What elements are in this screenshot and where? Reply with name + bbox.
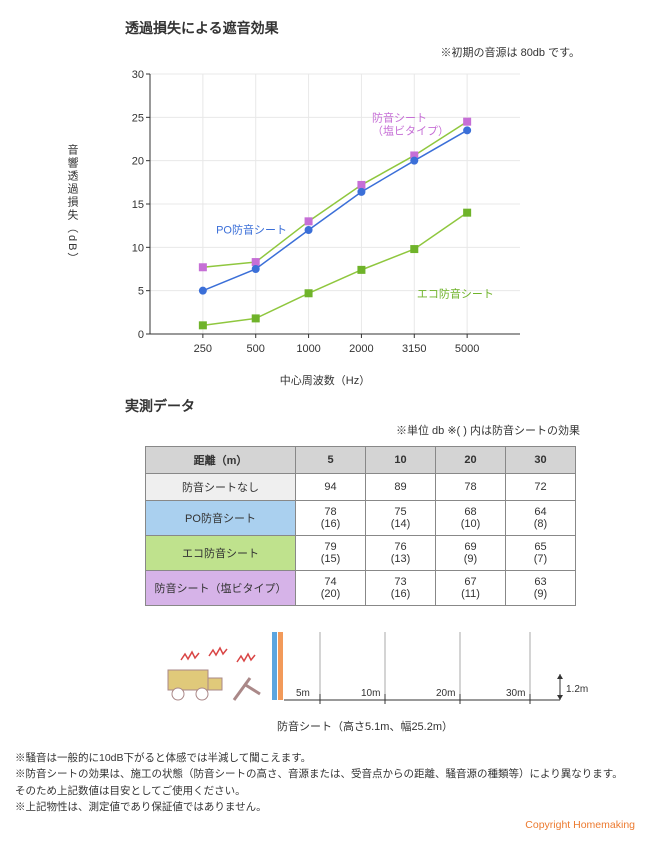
measurement-table-wrap: 距離（m）5102030防音シートなし94897872PO防音シート78(16)… <box>145 446 635 606</box>
chart-note: ※初期の音源は 80db です。 <box>15 44 580 60</box>
diagram-svg: 5m 10m 20m 30m 1.2m <box>160 622 600 712</box>
table-section-title: 実測データ <box>125 396 635 416</box>
chart-svg: 0 5 10 15 20 25 30 250 500 1000 2000 3150 5000 防音シート（… <box>110 64 540 364</box>
table-note: ※単位 db ※( ) 内は防音シートの効果 <box>15 422 580 438</box>
svg-text:30m: 30m <box>506 688 525 699</box>
svg-text:防音シート: 防音シート <box>372 111 427 125</box>
footnote-line: そのため上記数値は目安としてご使用ください。 <box>15 783 635 799</box>
svg-text:PO防音シート: PO防音シート <box>216 222 287 236</box>
svg-text:500: 500 <box>247 343 265 355</box>
svg-text:2000: 2000 <box>349 343 373 355</box>
table-row: 防音シート（塩ビタイプ）74(20)73(16)67(11)63(9) <box>146 571 576 606</box>
svg-text:5: 5 <box>138 286 144 298</box>
table-row: 防音シートなし94897872 <box>146 474 576 501</box>
diagram-caption: 防音シート（高さ5.1m、幅25.2m） <box>95 718 635 734</box>
footnote-line: ※防音シートの効果は、施工の状態（防音シートの高さ、音源または、受音点からの距離… <box>15 766 635 782</box>
chart-ylabel: 音響透過損失（dB） <box>64 144 80 265</box>
svg-text:15: 15 <box>132 199 144 211</box>
footnotes: ※騒音は一般的に10dB下がると体感では半減して聞こえます。※防音シートの効果は… <box>15 750 635 815</box>
footnote-line: ※騒音は一般的に10dB下がると体感では半減して聞こえます。 <box>15 750 635 766</box>
copyright: Copyright Homemaking <box>15 819 635 831</box>
svg-text:0: 0 <box>138 329 144 341</box>
table-row: PO防音シート78(16)75(14)68(10)64(8) <box>146 501 576 536</box>
svg-text:3150: 3150 <box>402 343 426 355</box>
svg-text:10: 10 <box>132 242 144 254</box>
svg-text:25: 25 <box>132 112 144 124</box>
svg-text:30: 30 <box>132 69 144 81</box>
svg-text:10m: 10m <box>361 688 380 699</box>
setup-diagram: 5m 10m 20m 30m 1.2m <box>160 622 600 712</box>
table-header-row: 距離（m）5102030 <box>146 447 576 474</box>
svg-text:20: 20 <box>132 156 144 168</box>
chart-xlabel: 中心周波数（Hz） <box>15 372 635 388</box>
table-row: エコ防音シート79(15)76(13)69(9)65(7) <box>146 536 576 571</box>
svg-text:エコ防音シート: エコ防音シート <box>417 287 494 301</box>
svg-text:5m: 5m <box>296 688 310 699</box>
svg-text:250: 250 <box>194 343 212 355</box>
svg-text:1000: 1000 <box>296 343 320 355</box>
transmission-loss-chart: 音響透過損失（dB） 05101520253025050010002000315… <box>110 64 540 364</box>
svg-text:20m: 20m <box>436 688 455 699</box>
svg-text:5000: 5000 <box>455 343 479 355</box>
svg-text:1.2m: 1.2m <box>566 684 588 695</box>
measurement-table: 距離（m）5102030防音シートなし94897872PO防音シート78(16)… <box>145 446 576 606</box>
footnote-line: ※上記物性は、測定値であり保証値ではありません。 <box>15 799 635 815</box>
chart-section-title: 透過損失による遮音効果 <box>125 18 635 38</box>
svg-text:（塩ビタイプ）: （塩ビタイプ） <box>372 124 449 138</box>
